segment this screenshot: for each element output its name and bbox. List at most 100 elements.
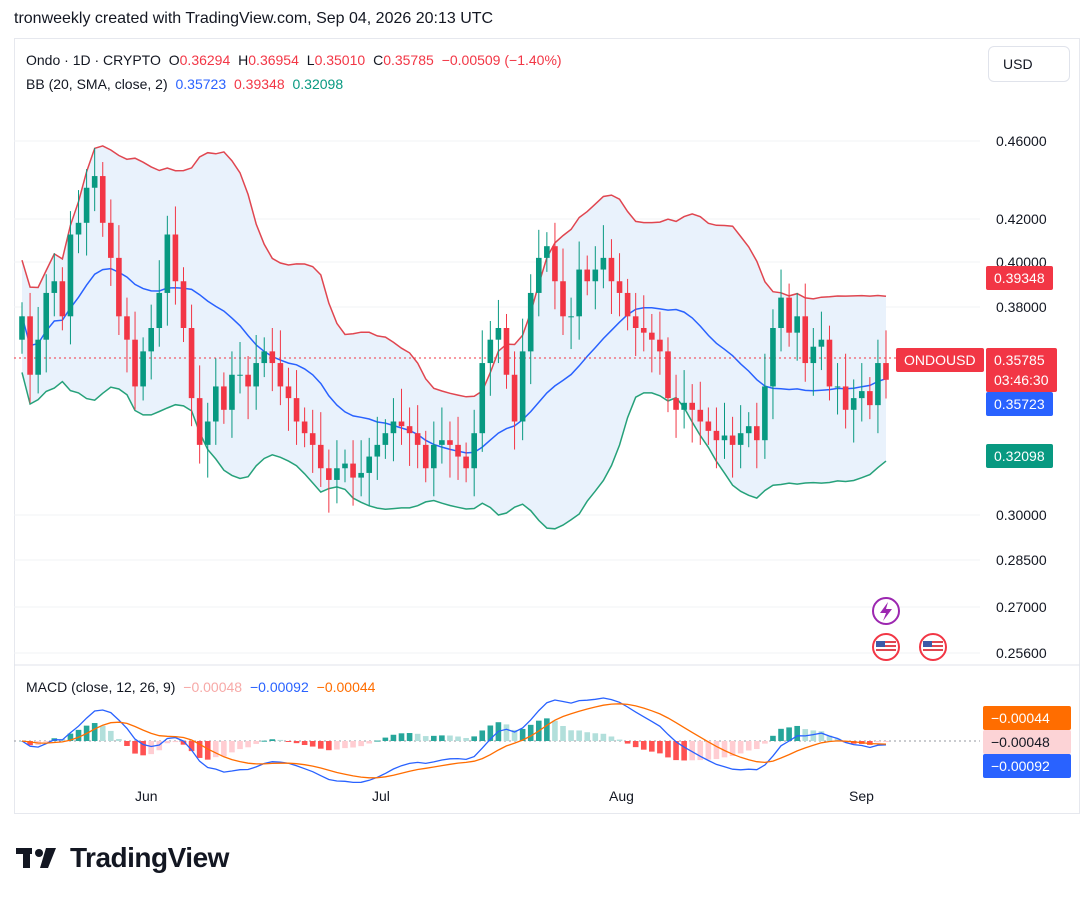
open-label: O xyxy=(168,52,180,68)
open-value: 0.36294 xyxy=(179,52,231,68)
candle-body xyxy=(511,374,518,422)
candle-body xyxy=(624,292,631,317)
candle xyxy=(713,407,720,469)
candle xyxy=(439,407,445,464)
candle xyxy=(471,409,477,497)
macd-histogram-bar xyxy=(212,741,219,758)
candle-body xyxy=(640,328,647,333)
macd-histogram-bar xyxy=(261,740,268,742)
brand-name: TradingView xyxy=(70,842,229,873)
candle xyxy=(681,370,687,429)
time-tick-jun: Jun xyxy=(135,788,158,804)
macd-histogram-bar xyxy=(124,741,130,746)
candle xyxy=(301,407,308,448)
high-label: H xyxy=(238,52,249,68)
candle xyxy=(132,311,138,410)
candle-body xyxy=(592,269,599,282)
candle-body xyxy=(762,386,768,441)
macd-histogram-bar xyxy=(237,741,243,750)
close-value: 0.35785 xyxy=(383,52,434,68)
candle-body xyxy=(471,433,477,469)
candle xyxy=(75,190,82,254)
macd-legend: MACD (close, 12, 26, 9) −0.00048 −0.0009… xyxy=(26,679,379,695)
candle-body xyxy=(124,316,130,340)
chart-frame[interactable] xyxy=(14,38,1080,814)
candle xyxy=(221,372,227,424)
candle xyxy=(479,330,486,452)
candle-body xyxy=(164,234,171,293)
tradingview-logo[interactable]: TradingView xyxy=(16,842,229,874)
macd-signal-value: −0.00044 xyxy=(316,679,376,695)
candle-body xyxy=(487,339,494,364)
candle xyxy=(511,351,518,450)
candle-body xyxy=(43,292,50,340)
macd-signal-line xyxy=(21,703,887,779)
candle-body xyxy=(293,398,300,422)
macd-histogram-bar xyxy=(439,735,445,741)
candle-body xyxy=(802,316,809,364)
symbol-tag: ONDOUSD xyxy=(896,348,984,372)
candle-body xyxy=(172,234,179,282)
last-price-value: 0.35785 xyxy=(994,352,1045,368)
lightning-event-icon[interactable] xyxy=(872,597,900,625)
candle-body xyxy=(245,374,251,387)
candle xyxy=(309,409,316,473)
candle xyxy=(632,292,639,357)
candle xyxy=(19,302,25,354)
candle xyxy=(156,260,163,347)
candle-body xyxy=(91,176,98,188)
macd-histogram-bar xyxy=(665,741,671,758)
candle xyxy=(422,430,429,483)
macd-histogram-bar xyxy=(196,741,203,758)
candle xyxy=(697,381,704,445)
macd-hist-tag: −0.00048 xyxy=(983,730,1071,754)
candle-body xyxy=(447,440,453,445)
candle xyxy=(850,379,857,443)
macd-histogram-bar xyxy=(358,741,364,747)
candle-body xyxy=(681,402,687,410)
candle xyxy=(592,246,599,310)
macd-histogram-bar xyxy=(527,724,534,741)
macd-histogram-bar xyxy=(422,736,429,741)
macd-label[interactable]: MACD (close, 12, 26, 9) xyxy=(26,679,176,695)
macd-histogram-bar xyxy=(640,741,647,750)
macd-histogram-bar xyxy=(188,741,195,752)
candle-body xyxy=(495,328,502,340)
macd-histogram-bar xyxy=(204,741,211,760)
candle-body xyxy=(770,328,776,387)
macd-histogram-bar xyxy=(301,741,308,746)
candle-body xyxy=(519,351,526,422)
close-label: C xyxy=(373,52,384,68)
candle-body xyxy=(552,246,558,282)
us-flag-event-icon-2[interactable] xyxy=(919,633,947,661)
macd-histogram-bar xyxy=(75,729,82,741)
macd-histogram-bar xyxy=(794,725,800,741)
candle-body xyxy=(422,444,429,469)
symbol-name[interactable]: Ondo · 1D · CRYPTO xyxy=(26,52,161,68)
candle xyxy=(503,313,510,389)
macd-histogram-bar xyxy=(584,732,591,741)
candle-body xyxy=(535,257,542,293)
candle xyxy=(390,398,397,462)
macd-histogram-bar xyxy=(285,741,292,742)
macd-histogram-bar xyxy=(172,741,179,743)
candle xyxy=(455,416,461,480)
candle-body xyxy=(326,468,332,480)
candle xyxy=(624,278,631,331)
candle xyxy=(124,297,130,373)
candle xyxy=(665,337,671,413)
currency-button[interactable]: USD xyxy=(988,46,1070,82)
us-flag-event-icon[interactable] xyxy=(872,633,900,661)
macd-histogram-bar xyxy=(67,733,74,741)
candle-body xyxy=(745,426,752,434)
bb-label[interactable]: BB (20, SMA, close, 2) xyxy=(26,76,168,92)
candle-body xyxy=(689,402,696,410)
macd-histogram-bar xyxy=(600,733,607,741)
tradingview-logo-icon xyxy=(16,848,56,868)
bollinger-lower-line xyxy=(21,372,887,530)
bb-legend: BB (20, SMA, close, 2) 0.35723 0.39348 0… xyxy=(26,76,347,92)
candle-body xyxy=(67,234,74,317)
macd-histogram-bar xyxy=(374,740,381,742)
macd-histogram-bar xyxy=(463,737,469,741)
